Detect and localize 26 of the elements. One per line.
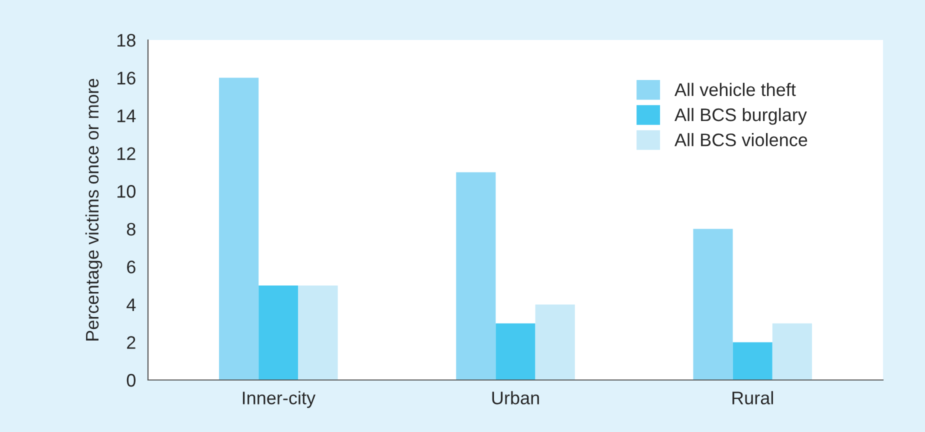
bar — [693, 228, 733, 380]
y-tick-label: 10 — [117, 185, 136, 198]
bar — [456, 172, 496, 380]
y-tick-label: 16 — [117, 72, 136, 84]
y-tick-label: 14 — [117, 110, 136, 122]
x-tick-label: Rural — [732, 391, 773, 404]
y-tick-label: 0 — [126, 374, 136, 387]
legend-label: All BCS violence — [674, 133, 808, 146]
x-tick-label: Urban — [492, 391, 539, 404]
bar — [732, 342, 772, 380]
bar — [496, 323, 536, 380]
bar — [772, 323, 812, 380]
y-tick-label: 4 — [126, 298, 136, 311]
y-axis-title: Percentage victims once or more — [85, 78, 102, 340]
legend-label: All vehicle theft — [674, 82, 796, 96]
bar — [258, 286, 298, 380]
y-tick-label: 8 — [126, 222, 136, 236]
bar — [535, 304, 575, 380]
y-tick-label: 12 — [117, 147, 136, 160]
bar — [298, 286, 338, 380]
y-tick-label: 18 — [117, 34, 136, 47]
bar — [219, 78, 259, 380]
legend-label: All BCS burglary — [674, 108, 807, 125]
y-tick-label: 2 — [127, 336, 136, 349]
x-tick-label: Inner-city — [242, 391, 316, 408]
y-tick-label: 6 — [127, 260, 136, 274]
